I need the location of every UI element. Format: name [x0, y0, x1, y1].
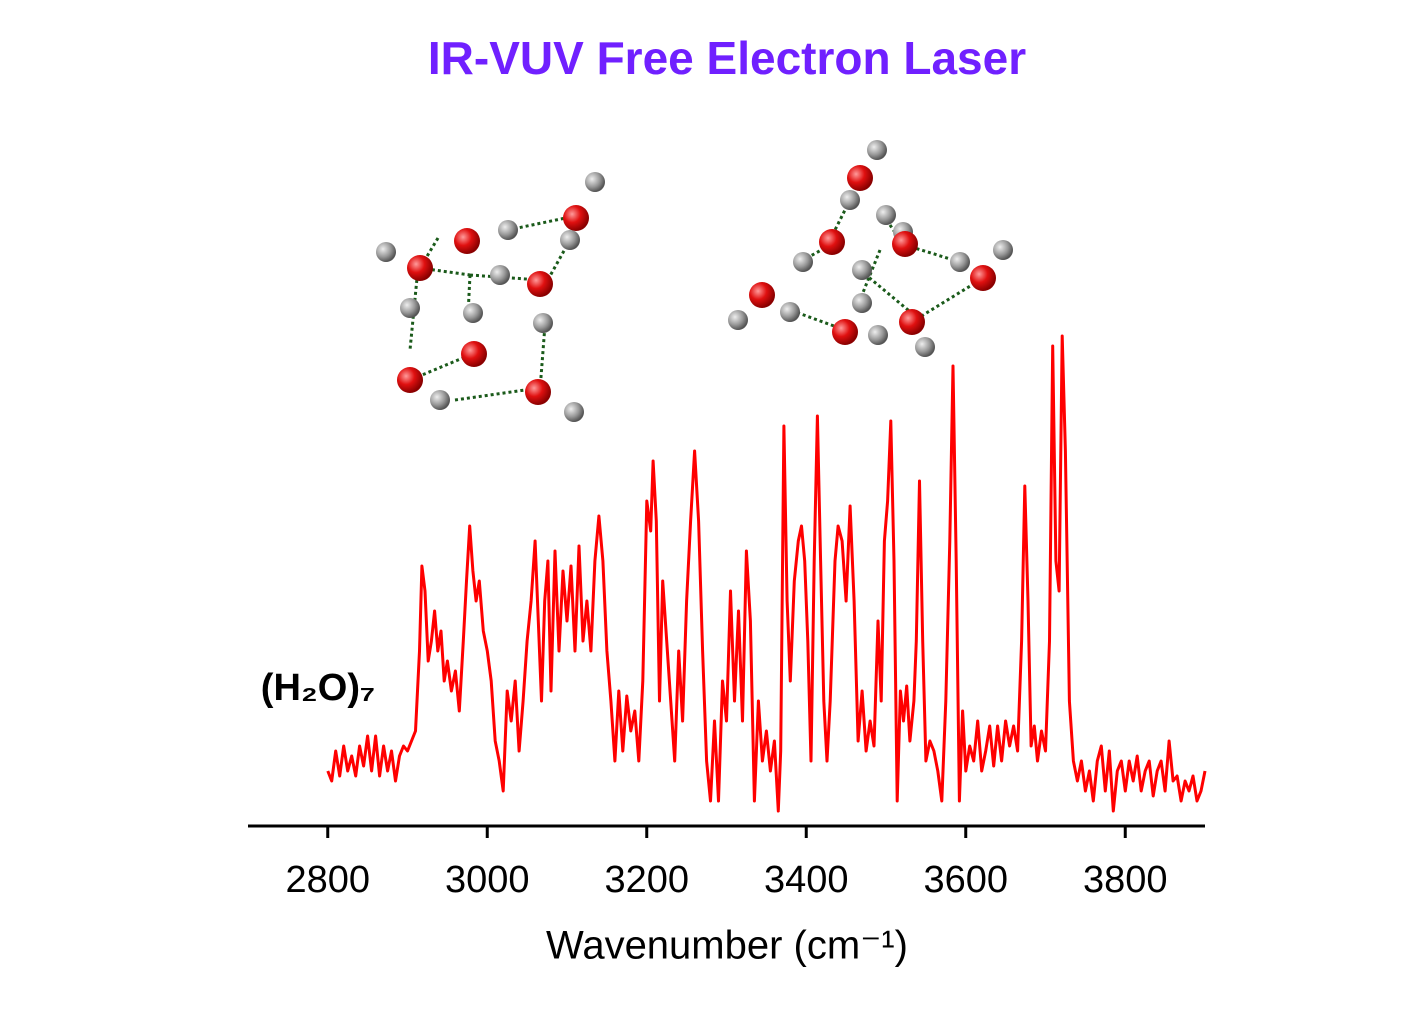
x-tick-label: 2800: [285, 859, 370, 901]
x-axis-label: Wavenumber (cm⁻¹): [546, 924, 908, 968]
x-tick-label: 3600: [923, 859, 1008, 901]
molecule-right-atoms: [728, 140, 1013, 357]
molecule-right: [789, 199, 981, 332]
x-tick-label: 3400: [764, 859, 849, 901]
chart-title: IR-VUV Free Electron Laser: [428, 32, 1026, 84]
x-tick-label: 3000: [445, 859, 530, 901]
molecule-left: [408, 213, 581, 402]
x-tick-label: 3800: [1083, 859, 1168, 901]
molecule-left-atoms: [376, 172, 605, 422]
x-tick-label: 3200: [604, 859, 689, 901]
spectrum-line: [326, 334, 1207, 813]
annotation: (H₂O)₇: [261, 667, 375, 709]
